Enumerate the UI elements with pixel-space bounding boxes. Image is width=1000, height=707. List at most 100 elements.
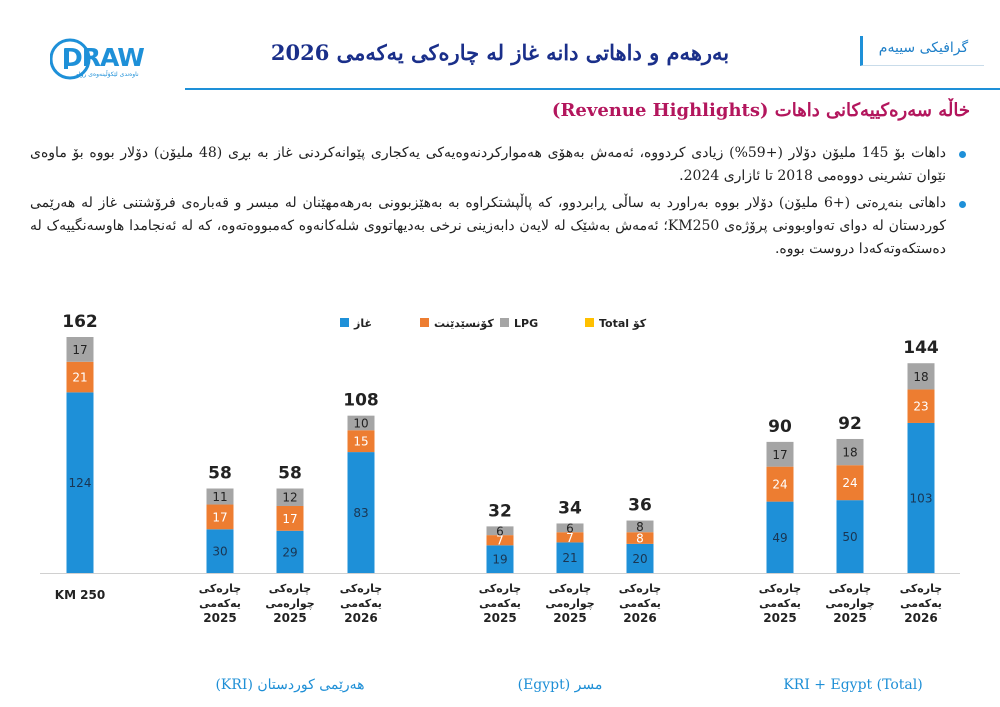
bar-segment-condensate [347, 430, 375, 453]
segment-label-condensate: 7 [496, 534, 504, 548]
segment-label-condensate: 24 [772, 478, 787, 492]
bar-segment-lpg [206, 488, 234, 505]
segment-label-lpg: 18 [913, 370, 928, 384]
segment-label-gas: 124 [69, 476, 92, 490]
bar-segment-condensate [626, 532, 654, 544]
total-label: 90 [768, 417, 792, 437]
bar-segment-lpg [347, 415, 375, 431]
bar-segment-lpg [556, 523, 584, 533]
segment-label-condensate: 15 [353, 435, 368, 449]
bar-segment-gas [276, 530, 304, 573]
legend-swatch-lpg [500, 318, 509, 327]
legend-label: LPG [514, 317, 538, 330]
category-label: چوارەمی [545, 597, 594, 610]
segment-label-condensate: 21 [72, 371, 87, 385]
segment-label-lpg: 6 [566, 521, 574, 535]
segment-label-condensate: 23 [913, 400, 928, 414]
highlight-item: داهات بۆ 145 ملیۆن دۆلار (+59%) زیادی کر… [30, 142, 970, 188]
bar-segment-gas [206, 529, 234, 573]
bar-segment-condensate [206, 504, 234, 530]
total-label: 144 [903, 338, 939, 358]
total-label: 58 [278, 464, 302, 484]
bar-segment-lpg [626, 520, 654, 533]
segment-label-condensate: 17 [282, 512, 297, 526]
segment-label-condensate: 24 [842, 476, 857, 490]
category-label: 2025 [833, 611, 866, 625]
bar-segment-gas [347, 452, 375, 573]
bar-segment-gas [836, 500, 864, 573]
category-label: 2025 [763, 611, 796, 625]
bar-segment-gas [907, 422, 935, 573]
bar-segment-gas [766, 501, 794, 573]
segment-label-gas: 103 [910, 491, 933, 505]
segment-label-lpg: 17 [72, 343, 87, 357]
category-label: چارەکی [619, 582, 661, 595]
segment-label-gas: 50 [842, 530, 857, 544]
logo-mark-icon [50, 38, 91, 80]
segment-label-gas: 19 [492, 553, 507, 567]
page-title: بەرهەم و داهاتی دانە غاز لە چارەکی یەکەم… [270, 40, 730, 65]
category-label: یەکەمی [479, 597, 521, 610]
highlights-list: داهات بۆ 145 ملیۆن دۆلار (+59%) زیادی کر… [30, 142, 970, 265]
category-label: یەکەمی [900, 597, 942, 610]
bar-segment-condensate [276, 505, 304, 531]
logo-text: DRAW [62, 43, 145, 72]
bar-segment-gas [626, 543, 654, 573]
segment-label-condensate: 8 [636, 532, 644, 546]
bar-segment-lpg [276, 488, 304, 506]
category-label: چوارەمی [825, 597, 874, 610]
category-label: چارەکی [199, 582, 241, 595]
bar-segment-condensate [556, 532, 584, 543]
total-label: 34 [558, 498, 582, 518]
category-label: چارەکی [479, 582, 521, 595]
bar-segment-lpg [766, 441, 794, 467]
category-label: چارەکی [340, 582, 382, 595]
segment-label-gas: 20 [632, 552, 647, 566]
bar-segment-condensate [836, 465, 864, 501]
bullet-dot-icon [959, 151, 966, 158]
draw-logo: DRAW ناوەندی لێکۆڵینەوەی رواو [50, 37, 168, 83]
legend-label: غاز [353, 317, 372, 330]
category-label: 2025 [273, 611, 306, 625]
bar-segment-lpg [486, 526, 514, 536]
bar-segment-lpg [836, 438, 864, 466]
segment-label-lpg: 8 [636, 520, 644, 534]
category-label: 2025 [553, 611, 586, 625]
segment-label-gas: 30 [212, 545, 227, 559]
segment-label-lpg: 17 [772, 448, 787, 462]
legend-swatch-condensate [420, 318, 429, 327]
bar-segment-condensate [766, 466, 794, 502]
bar-segment-lpg [907, 363, 935, 390]
graphic-tag-label: گرافیکی سییەم [878, 40, 969, 56]
section-title: خاڵە سەرەکییەکانی داهات (Revenue Highlig… [551, 100, 970, 121]
category-label: یەکەمی [619, 597, 661, 610]
category-label: یەکەمی [340, 597, 382, 610]
category-label: 2025 [483, 611, 516, 625]
legend-swatch-total [585, 318, 594, 327]
category-label: 2025 [203, 611, 236, 625]
segment-label-lpg: 12 [282, 491, 297, 505]
group-label: هەرێمی کوردستان (KRI) [215, 677, 364, 693]
category-label: 2026 [623, 611, 656, 625]
category-label: KM 250 [55, 588, 105, 602]
category-label: چارەکی [759, 582, 801, 595]
category-label: چارەکی [900, 582, 942, 595]
group-label: KRI + Egypt (Total) [783, 677, 922, 693]
bullet-dot-icon [959, 201, 966, 208]
legend-label: كۆنسێدێنت [434, 317, 494, 330]
bar-segment-condensate [907, 389, 935, 423]
segment-label-gas: 49 [772, 531, 787, 545]
bar-segment-gas [486, 545, 514, 573]
total-label: 108 [343, 391, 379, 411]
segment-label-condensate: 17 [212, 510, 227, 524]
segment-label-lpg: 18 [842, 446, 857, 460]
category-label: یەکەمی [199, 597, 241, 610]
bar-segment-condensate [66, 361, 94, 393]
bar-segment-condensate [486, 535, 514, 546]
legend-swatch-gas [340, 318, 349, 327]
segment-label-gas: 29 [282, 545, 297, 559]
segment-label-gas: 83 [353, 506, 368, 520]
category-label: چارەکی [829, 582, 871, 595]
graphic-tag: گرافیکی سییەم [860, 36, 984, 66]
